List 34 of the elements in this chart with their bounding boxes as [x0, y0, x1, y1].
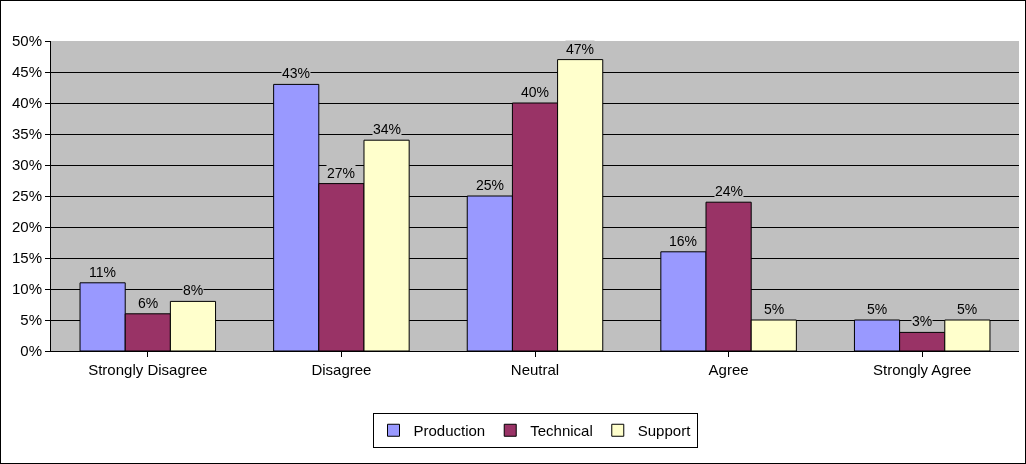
- y-tick-label: 35%: [11, 125, 42, 143]
- data-label: 5%: [957, 301, 978, 317]
- y-tick-label: 40%: [11, 94, 42, 112]
- legend-label: Production: [413, 422, 486, 440]
- y-tick-label: 50%: [11, 32, 42, 50]
- x-tick-label: Disagree: [311, 361, 372, 378]
- data-label: 34%: [373, 121, 402, 137]
- data-label: 24%: [715, 183, 744, 199]
- data-label: 5%: [764, 301, 785, 317]
- y-tick-label: 10%: [11, 280, 42, 298]
- y-tick-label: 45%: [11, 63, 42, 81]
- data-label: 27%: [327, 165, 356, 181]
- legend-label: Support: [637, 422, 692, 440]
- data-label: 25%: [476, 177, 505, 193]
- legend-label: Technical: [530, 422, 593, 440]
- data-label: 40%: [521, 84, 550, 100]
- x-tick-label: Strongly Disagree: [88, 361, 208, 378]
- data-label: 43%: [282, 65, 311, 81]
- data-label: 8%: [183, 282, 204, 298]
- y-tick-label: 30%: [11, 156, 42, 174]
- data-label: 6%: [138, 295, 159, 311]
- data-label: 3%: [912, 313, 933, 329]
- x-tick-label: Strongly Agree: [873, 361, 972, 378]
- y-tick-label: 5%: [20, 311, 42, 329]
- y-tick-label: 0%: [20, 342, 42, 360]
- y-tick-label: 15%: [11, 249, 42, 267]
- x-tick-label: Neutral: [510, 361, 560, 378]
- data-label: 11%: [89, 264, 116, 280]
- data-label: 5%: [867, 301, 888, 317]
- y-tick-label: 20%: [11, 218, 42, 236]
- y-tick-label: 25%: [11, 187, 42, 205]
- x-tick-label: Agree: [708, 361, 749, 378]
- data-label: 47%: [566, 41, 595, 57]
- data-label: 16%: [669, 233, 698, 249]
